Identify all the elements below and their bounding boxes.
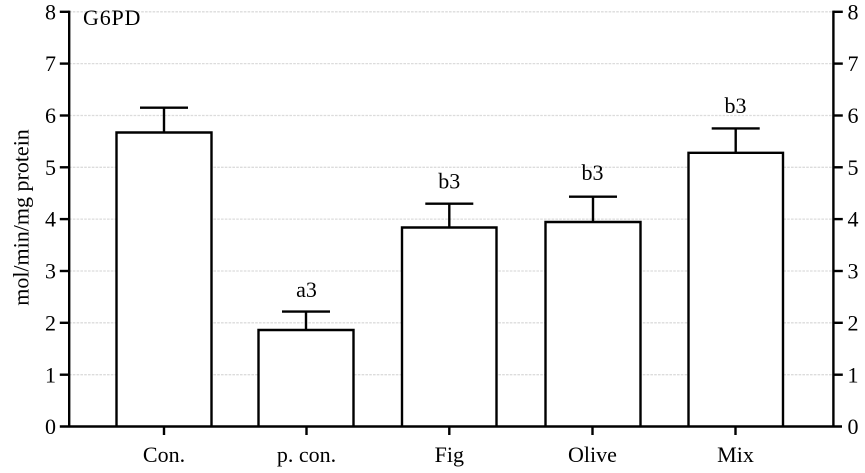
svg-text:2: 2 [45, 310, 56, 335]
svg-text:7: 7 [848, 51, 859, 76]
svg-text:b3: b3 [725, 93, 747, 118]
svg-text:b3: b3 [438, 169, 460, 194]
svg-text:b3: b3 [582, 160, 604, 185]
svg-text:6: 6 [848, 103, 859, 128]
svg-text:1: 1 [848, 362, 859, 387]
svg-text:4: 4 [848, 207, 859, 232]
svg-text:0: 0 [848, 414, 859, 439]
svg-text:1: 1 [45, 362, 56, 387]
svg-text:6: 6 [45, 103, 56, 128]
svg-text:Mix: Mix [717, 442, 754, 467]
svg-text:8: 8 [45, 0, 56, 24]
svg-text:p. con.: p. con. [277, 442, 336, 467]
svg-text:Olive: Olive [568, 442, 617, 467]
svg-text:3: 3 [848, 259, 859, 284]
svg-text:7: 7 [45, 51, 56, 76]
svg-text:2: 2 [848, 310, 859, 335]
svg-text:Con.: Con. [143, 442, 185, 467]
svg-text:5: 5 [45, 155, 56, 180]
svg-text:3: 3 [45, 259, 56, 284]
svg-text:mol/min/mg protein: mol/min/mg protein [9, 129, 34, 306]
svg-text:5: 5 [848, 155, 859, 180]
svg-text:a3: a3 [296, 277, 317, 302]
svg-text:Fig: Fig [435, 442, 464, 467]
svg-text:G6PD: G6PD [83, 5, 141, 30]
svg-text:4: 4 [45, 207, 56, 232]
svg-text:8: 8 [848, 0, 859, 24]
svg-text:0: 0 [45, 414, 56, 439]
